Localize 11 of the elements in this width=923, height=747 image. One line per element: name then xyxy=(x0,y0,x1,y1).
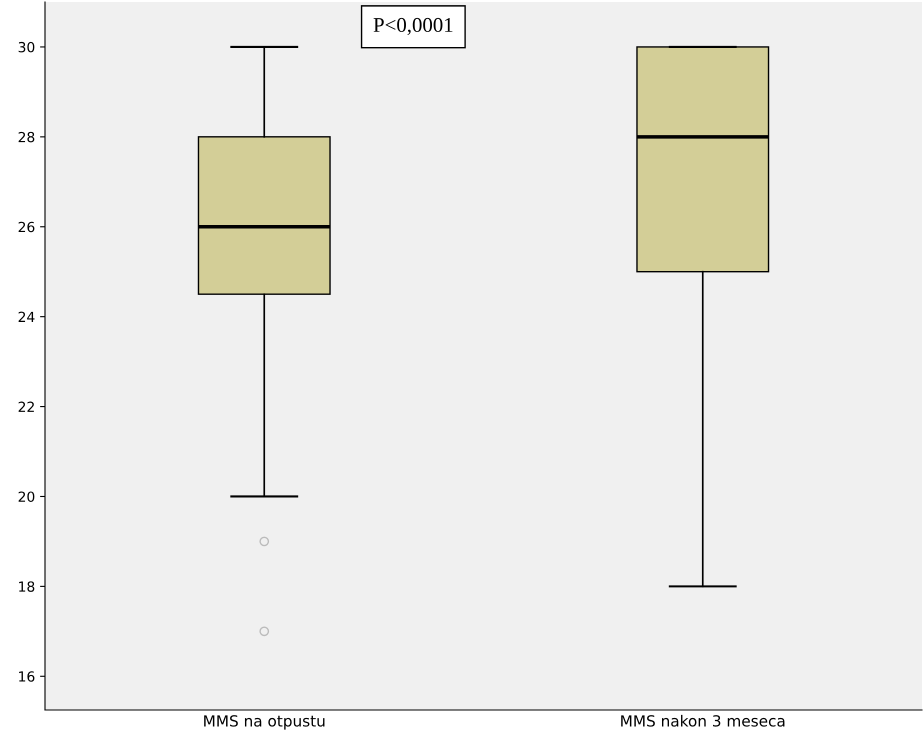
x-tick-label: MMS na otpustu xyxy=(204,715,324,730)
y-tick-label: 16 xyxy=(19,671,34,682)
y-tick-label: 24 xyxy=(18,312,34,322)
x-tick-label: MMS nakon 3 meseca xyxy=(621,714,784,727)
y-tick-label: 28 xyxy=(18,132,34,142)
y-tick-label: 30 xyxy=(18,42,34,52)
y-tick-label: 20 xyxy=(18,491,34,502)
y-tick-label: 22 xyxy=(18,402,34,412)
y-tick-label: 18 xyxy=(19,581,34,592)
annotation: P<0,0001 xyxy=(374,18,452,35)
y-tick-label: 26 xyxy=(18,222,34,232)
